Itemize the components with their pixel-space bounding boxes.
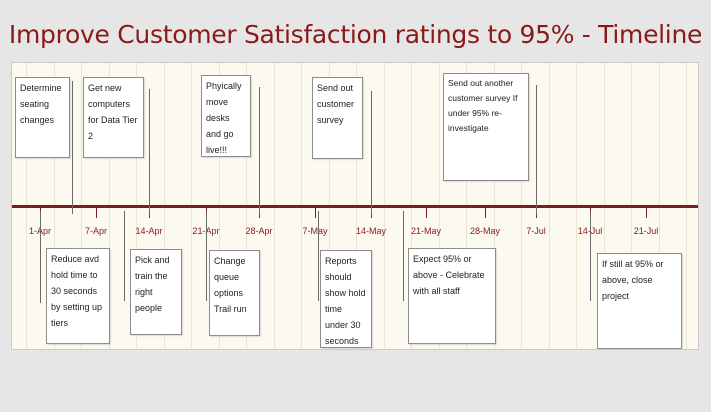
axis-tick-label: 14-May [355,226,387,236]
milestone-note-below: Reduce avd hold time to 30 seconds by se… [46,248,110,344]
axis-tick-label: 28-May [469,226,501,236]
timeline-title: Improve Customer Satisfaction ratings to… [8,20,703,49]
axis-tick-label: 28-Apr [245,226,273,236]
axis-tick-label: 7-Jul [526,226,546,236]
timeline-panel: 1-Apr7-Apr14-Apr21-Apr28-Apr7-May14-May2… [11,62,699,350]
axis-tick-label: 7-Apr [84,226,108,236]
milestone-note-above: Send out customer survey [312,77,363,159]
milestone-note-below: Change queue options Trail run [209,250,260,336]
callout-line [124,211,125,301]
timeline-axis [12,205,698,208]
callout-line [149,89,150,215]
milestone-note-below: If still at 95% or above, close project [597,253,682,349]
callout-line [40,211,41,303]
callout-line [536,85,537,215]
milestone-note-below: Pick and train the right people [130,249,182,335]
milestone-note-above: Send out another customer survey If unde… [443,73,529,181]
callout-line [259,87,260,215]
axis-tick [96,208,97,218]
axis-tick [646,208,647,218]
axis-tick [485,208,486,218]
callout-line [403,211,404,301]
callout-line [318,211,319,301]
axis-tick-label: 21-May [410,226,442,236]
axis-tick-label: 14-Apr [135,226,163,236]
axis-tick [426,208,427,218]
axis-tick [315,208,316,218]
callout-line [590,211,591,301]
callout-line [206,211,207,301]
milestone-note-below: Reports should show hold time under 30 s… [320,250,372,348]
callout-line [72,81,73,214]
callout-line [371,91,372,215]
milestone-note-above: Get new computers for Data Tier 2 [83,77,144,158]
milestone-note-above: Determine seating changes [15,77,70,158]
axis-tick-label: 7-May [302,226,328,236]
milestone-note-below: Expect 95% or above - Celebrate with all… [408,248,496,344]
milestone-note-above: Phyically move desks and go live!!! [201,75,251,157]
axis-tick-label: 21-Jul [633,226,659,236]
